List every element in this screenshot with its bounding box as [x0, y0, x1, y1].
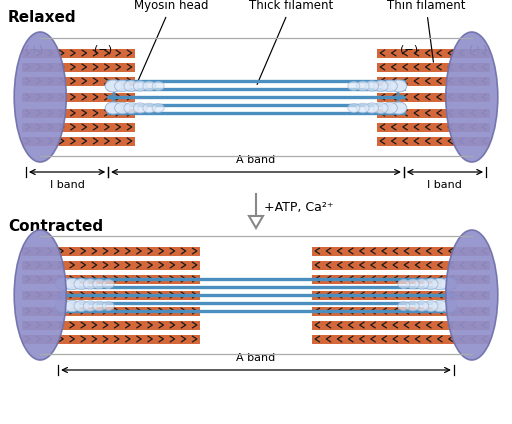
Ellipse shape — [105, 102, 121, 114]
Ellipse shape — [134, 103, 147, 113]
Ellipse shape — [391, 80, 407, 92]
Bar — [377, 48, 490, 58]
Ellipse shape — [348, 103, 360, 112]
Ellipse shape — [398, 301, 410, 310]
Text: Thick filament: Thick filament — [249, 0, 333, 84]
Ellipse shape — [93, 279, 105, 289]
Bar — [312, 307, 490, 315]
Ellipse shape — [124, 81, 138, 92]
Bar — [40, 236, 472, 354]
Ellipse shape — [55, 278, 71, 290]
Bar — [22, 274, 200, 284]
Ellipse shape — [152, 103, 164, 112]
Bar — [377, 92, 490, 101]
Ellipse shape — [65, 278, 80, 290]
Text: (−): (−) — [400, 44, 418, 54]
Text: I band: I band — [428, 180, 462, 190]
Text: I band: I band — [50, 180, 84, 190]
Ellipse shape — [74, 279, 89, 290]
Ellipse shape — [14, 230, 66, 360]
Bar — [22, 109, 135, 117]
Bar — [312, 321, 490, 329]
Ellipse shape — [398, 279, 410, 288]
Ellipse shape — [134, 81, 147, 91]
Bar — [312, 246, 490, 256]
Ellipse shape — [407, 279, 419, 289]
Ellipse shape — [407, 301, 419, 311]
Bar — [312, 335, 490, 343]
Ellipse shape — [83, 301, 97, 311]
Bar — [312, 290, 490, 299]
Ellipse shape — [391, 102, 407, 114]
Ellipse shape — [102, 279, 114, 288]
Ellipse shape — [143, 81, 156, 91]
Ellipse shape — [415, 279, 429, 289]
Bar — [22, 290, 200, 299]
Ellipse shape — [432, 278, 447, 290]
Ellipse shape — [143, 103, 156, 113]
Ellipse shape — [74, 301, 89, 311]
Ellipse shape — [382, 80, 397, 92]
Ellipse shape — [446, 32, 498, 162]
Text: Myosin head: Myosin head — [134, 0, 208, 82]
Ellipse shape — [423, 301, 438, 311]
Bar — [377, 62, 490, 72]
Polygon shape — [249, 216, 263, 228]
Ellipse shape — [441, 300, 457, 312]
Ellipse shape — [365, 103, 378, 113]
Bar — [22, 321, 200, 329]
Ellipse shape — [93, 301, 105, 311]
Ellipse shape — [105, 80, 121, 92]
Bar — [22, 92, 135, 101]
Text: (−): (−) — [94, 44, 112, 54]
Bar — [377, 123, 490, 131]
Bar — [377, 137, 490, 145]
Ellipse shape — [124, 103, 138, 113]
Text: Thin filament: Thin filament — [387, 0, 465, 62]
Text: Contracted: Contracted — [8, 219, 103, 234]
Ellipse shape — [102, 301, 114, 310]
Ellipse shape — [356, 81, 369, 91]
Ellipse shape — [441, 278, 457, 290]
Ellipse shape — [152, 81, 164, 90]
Bar — [22, 260, 200, 270]
Bar — [22, 48, 135, 58]
Text: +ATP, Ca²⁺: +ATP, Ca²⁺ — [264, 201, 333, 215]
Ellipse shape — [55, 300, 71, 312]
Bar — [377, 109, 490, 117]
Bar — [312, 274, 490, 284]
Ellipse shape — [348, 81, 360, 90]
Bar — [312, 260, 490, 270]
Bar — [22, 76, 135, 86]
Ellipse shape — [115, 102, 130, 114]
Bar — [377, 76, 490, 86]
Bar — [22, 335, 200, 343]
Text: A band: A band — [237, 353, 275, 363]
Ellipse shape — [356, 103, 369, 113]
Text: (+): (+) — [25, 44, 43, 54]
Ellipse shape — [423, 279, 438, 290]
Ellipse shape — [365, 81, 378, 91]
Ellipse shape — [14, 32, 66, 162]
Bar — [22, 62, 135, 72]
Ellipse shape — [65, 300, 80, 312]
Ellipse shape — [432, 300, 447, 312]
Ellipse shape — [115, 80, 130, 92]
Ellipse shape — [374, 103, 388, 113]
Text: (+): (+) — [469, 44, 487, 54]
Ellipse shape — [374, 81, 388, 92]
Ellipse shape — [446, 230, 498, 360]
Bar — [22, 307, 200, 315]
Bar — [40, 38, 472, 156]
Text: A band: A band — [237, 155, 275, 165]
Text: Relaxed: Relaxed — [8, 10, 77, 25]
Ellipse shape — [83, 279, 97, 289]
Ellipse shape — [415, 301, 429, 311]
Bar — [22, 123, 135, 131]
Bar — [22, 246, 200, 256]
Bar — [22, 137, 135, 145]
Ellipse shape — [382, 102, 397, 114]
